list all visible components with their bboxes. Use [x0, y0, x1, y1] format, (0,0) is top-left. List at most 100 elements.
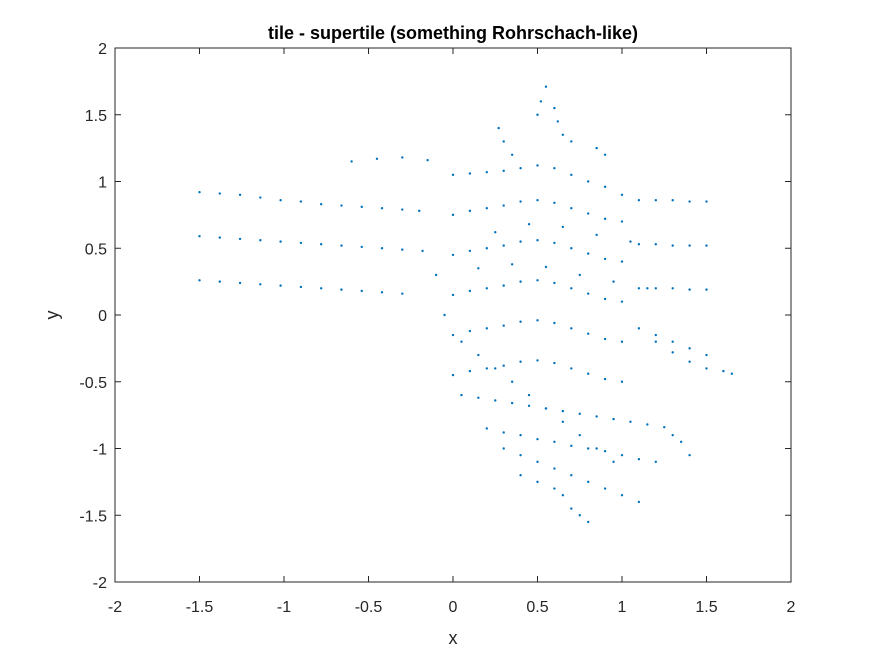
scatter-point: [544, 265, 548, 269]
scatter-point: [578, 514, 581, 517]
scatter-point: [587, 480, 590, 484]
scatter-point: [578, 433, 581, 437]
scatter-point: [553, 241, 556, 245]
scatter-point: [443, 313, 446, 317]
scatter-point: [561, 494, 565, 497]
scatter-point: [603, 217, 607, 221]
scatter-point: [688, 453, 691, 457]
scatter-point: [654, 340, 657, 343]
scatter-point: [485, 170, 488, 174]
scatter-point: [485, 247, 488, 250]
scatter-point: [556, 120, 559, 123]
scatter-point: [603, 337, 607, 341]
scatter-point: [570, 444, 573, 448]
scatter-point: [502, 324, 505, 327]
x-tick-label: -2: [108, 599, 122, 616]
scatter-point: [218, 280, 221, 283]
scatter-point: [485, 367, 488, 370]
scatter-point: [198, 190, 201, 194]
scatter-point: [259, 283, 262, 286]
scatter-point: [299, 241, 303, 245]
y-tick-label: -2: [93, 575, 107, 592]
scatter-point: [637, 500, 641, 504]
scatter-point: [561, 420, 565, 423]
scatter-point: [620, 220, 624, 223]
scatter-point: [477, 396, 480, 399]
x-tick-label: -1.5: [186, 599, 214, 616]
scatter-point: [198, 235, 201, 238]
scatter-point: [603, 297, 607, 301]
scatter-point: [401, 208, 404, 211]
scatter-point: [510, 263, 514, 266]
scatter-point: [553, 281, 556, 285]
scatter-point: [451, 213, 455, 217]
scatter-point: [299, 285, 303, 289]
scatter-point: [451, 173, 455, 177]
scatter-point: [451, 333, 455, 337]
x-tick-label: 0: [449, 599, 458, 616]
scatter-point: [451, 253, 455, 257]
scatter-point: [519, 200, 522, 203]
scatter-point: [587, 212, 590, 215]
scatter-point: [595, 415, 598, 418]
scatter-point: [519, 360, 522, 363]
scatter-point: [319, 202, 323, 206]
scatter-point: [485, 207, 488, 210]
scatter-point: [637, 287, 641, 290]
scatter-point: [587, 292, 590, 295]
scatter-point: [578, 273, 581, 277]
x-axis-ticks: -2 -1.5 -1 -0.5 0 0.5 1 1.5 2: [108, 48, 796, 616]
scatter-point: [705, 200, 708, 203]
scatter-point: [380, 247, 384, 250]
scatter-point: [629, 240, 632, 243]
y-tick-label: 0: [98, 308, 107, 325]
scatter-point: [426, 158, 429, 162]
scatter-point: [519, 240, 522, 243]
scatter-point: [679, 440, 683, 444]
scatter-point: [198, 279, 201, 282]
scatter-point: [360, 245, 363, 249]
scatter-point: [468, 369, 472, 373]
scatter-point: [671, 340, 674, 343]
scatter-point: [705, 244, 708, 247]
scatter-point: [570, 474, 573, 477]
scatter-point: [485, 327, 488, 330]
scatter-point: [595, 233, 598, 237]
scatter-point: [350, 160, 353, 163]
scatter-point: [497, 126, 500, 130]
scatter-point: [570, 507, 573, 510]
scatter-point: [502, 364, 505, 367]
y-tick-label: -1.5: [79, 508, 107, 525]
scatter-point: [620, 193, 624, 197]
scatter-point: [519, 320, 522, 323]
scatter-point: [570, 207, 573, 210]
scatter-point: [671, 433, 674, 437]
scatter-point: [468, 329, 472, 333]
scatter-point: [620, 340, 624, 343]
scatter-point: [536, 164, 539, 167]
scatter-point: [536, 359, 539, 362]
scatter-point: [418, 209, 421, 213]
scatter-point: [494, 367, 497, 370]
scatter-point: [688, 200, 691, 203]
scatter-point: [620, 380, 624, 383]
scatter-point: [279, 284, 282, 287]
scatter-point: [629, 420, 632, 423]
scatter-point: [612, 460, 615, 464]
scatter-point: [401, 156, 404, 159]
scatter-point: [646, 423, 649, 426]
scatter-point: [553, 467, 556, 470]
scatter-point: [553, 487, 556, 490]
scatter-point: [654, 198, 657, 202]
scatter-point: [477, 267, 480, 270]
scatter-point: [536, 113, 539, 116]
scatter-point: [671, 287, 674, 290]
scatter-point: [730, 372, 734, 375]
scatter-point: [663, 425, 666, 429]
scatter-point: [536, 198, 539, 202]
scatter-point: [570, 367, 573, 370]
scatter-point: [603, 185, 607, 189]
scatter-point: [587, 447, 590, 450]
scatter-point: [460, 340, 463, 343]
